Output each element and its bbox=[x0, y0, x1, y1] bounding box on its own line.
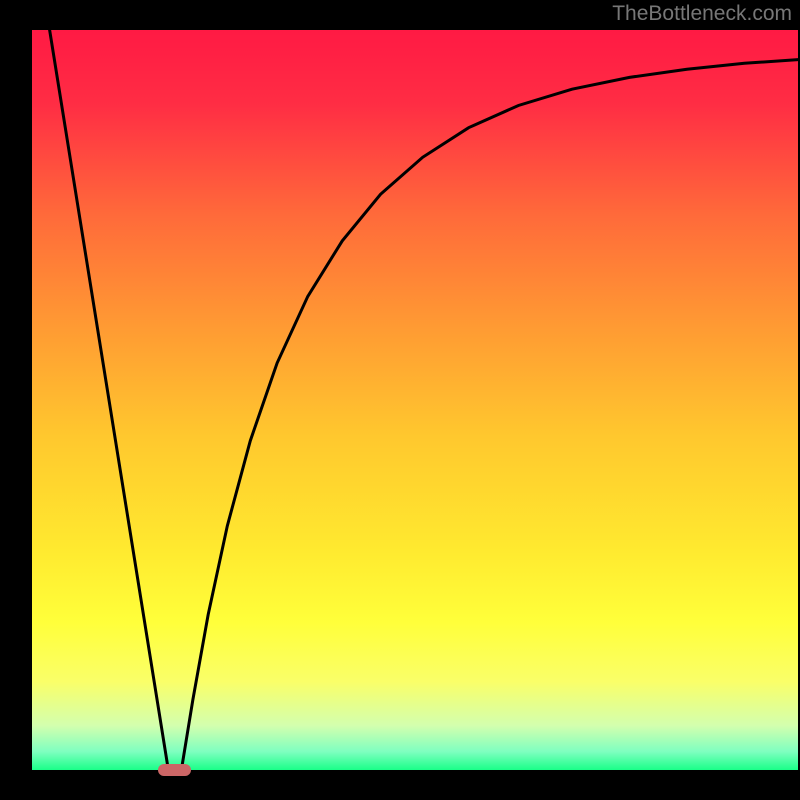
minimum-marker bbox=[158, 764, 190, 776]
curve-right-branch bbox=[181, 60, 798, 770]
watermark: TheBottleneck.com bbox=[612, 2, 792, 26]
plot-area bbox=[32, 30, 798, 770]
curve-left-branch bbox=[50, 30, 169, 770]
chart-container: TheBottleneck.com bbox=[0, 0, 800, 800]
curve-layer bbox=[32, 30, 798, 770]
